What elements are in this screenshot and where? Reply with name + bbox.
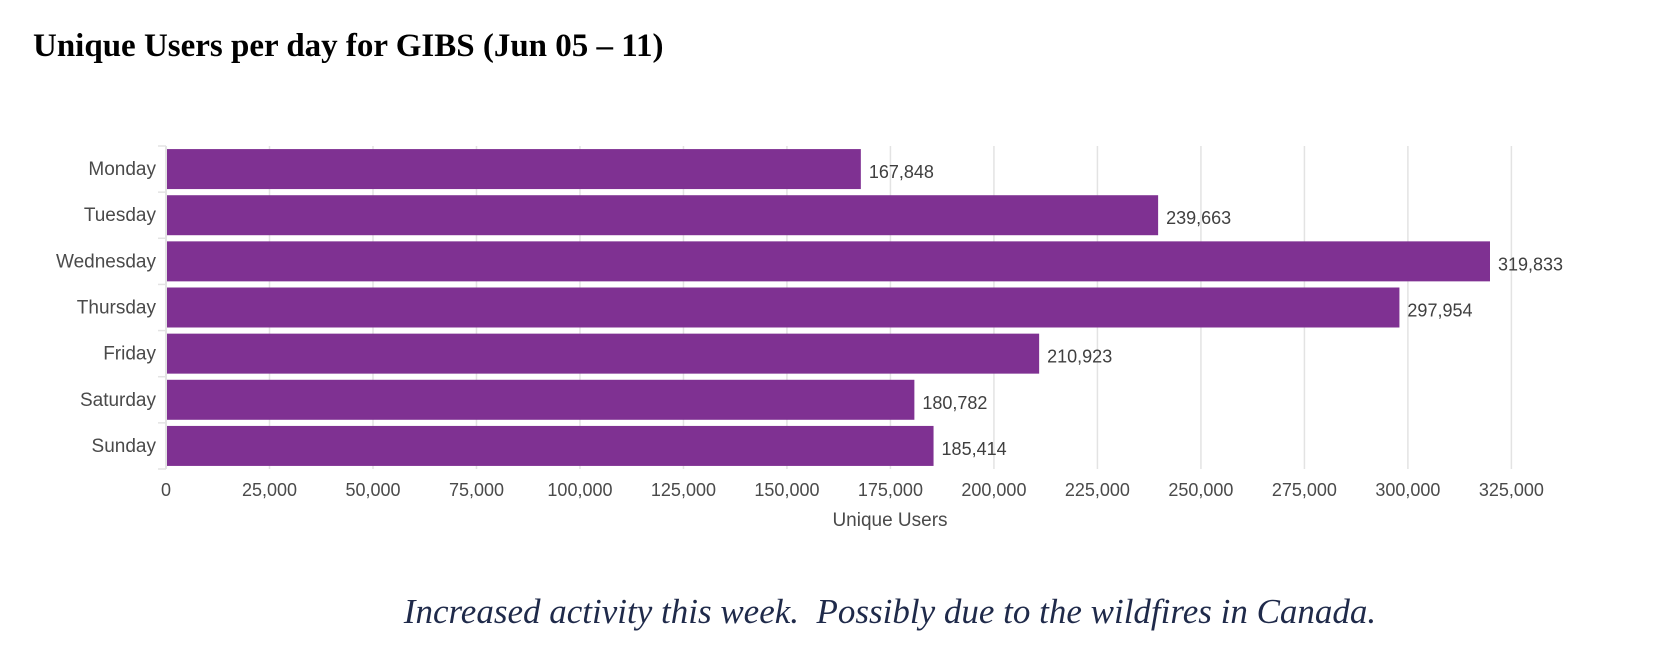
bar	[167, 195, 1159, 236]
axes	[158, 145, 167, 470]
bar	[167, 287, 1400, 328]
x-tick-label: 275,000	[1272, 480, 1337, 500]
category-label: Monday	[88, 159, 156, 180]
x-axis-title: Unique Users	[832, 510, 947, 531]
slide-title: Unique Users per day for GIBS (Jun 05 – …	[33, 28, 664, 64]
category-label: Sunday	[92, 436, 157, 457]
data-label: 210,923	[1047, 347, 1112, 367]
data-label: 180,782	[922, 393, 987, 413]
x-tick-label: 225,000	[1065, 480, 1130, 500]
bars	[167, 149, 1490, 466]
x-tick-label: 100,000	[547, 480, 612, 500]
category-label: Thursday	[77, 298, 157, 319]
bar	[167, 241, 1490, 282]
labels: 0 25,000 50,000 75,000 100,000 125,000 150,000…	[56, 159, 1563, 531]
data-label: 239,663	[1166, 208, 1231, 228]
bar	[167, 333, 1040, 374]
category-label: Tuesday	[84, 205, 157, 226]
data-label: 319,833	[1498, 254, 1563, 274]
bar	[167, 425, 934, 466]
bar	[167, 149, 861, 190]
category-label: Saturday	[80, 390, 157, 411]
x-tick-label: 75,000	[449, 480, 504, 500]
x-tick-label: 200,000	[961, 480, 1026, 500]
x-tick-label: 250,000	[1168, 480, 1233, 500]
data-label: 297,954	[1407, 301, 1472, 321]
category-label: Friday	[103, 344, 156, 365]
data-label: 185,414	[942, 439, 1007, 459]
category-label: Wednesday	[56, 251, 156, 272]
x-tick-label: 0	[161, 480, 171, 500]
bar	[167, 379, 915, 420]
x-tick-label: 175,000	[858, 480, 923, 500]
x-tick-label: 325,000	[1479, 480, 1544, 500]
data-label: 167,848	[869, 162, 934, 182]
x-tick-label: 125,000	[651, 480, 716, 500]
x-tick-label: 300,000	[1375, 480, 1440, 500]
x-tick-label: 25,000	[242, 480, 297, 500]
x-tick-label: 50,000	[345, 480, 400, 500]
x-tick-label: 150,000	[754, 480, 819, 500]
caption-text: Increased activity this week. Possibly d…	[403, 592, 1377, 631]
